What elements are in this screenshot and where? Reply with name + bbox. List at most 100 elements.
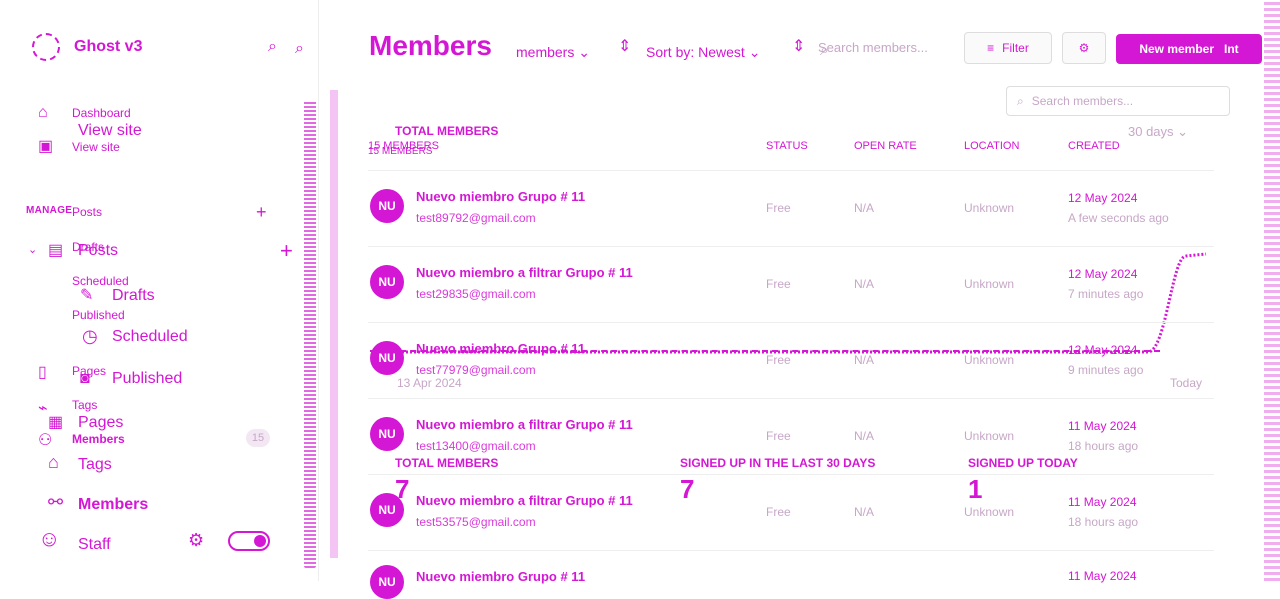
member-created: 11 May 2024 [1068,495,1137,509]
new-member-button[interactable]: New member Int [1116,34,1262,64]
pages-icon: ▯ [38,364,47,381]
dark-mode-toggle[interactable] [228,531,270,551]
sidebar-item-members-small[interactable]: Members [72,432,125,446]
sidebar-item-view-site[interactable]: View site [72,140,120,154]
logo-icon [32,33,60,61]
sidebar-item-published[interactable]: Published [112,370,183,387]
search-icon: ⌕ [820,42,829,59]
member-created-ago: 7 minutes ago [1068,287,1144,301]
gear-icon: ⚙ [1078,41,1090,55]
table-row[interactable]: NU Nuevo miembro Grupo # 11 11 May 2024 [368,550,1214,599]
member-name[interactable]: Nuevo miembro a filtrar Grupo # 11 [416,265,633,280]
chart-x-start-label: 13 Apr 2024 [397,376,462,390]
table-row[interactable]: NU Nuevo miembro a filtrar Grupo # 11 te… [368,474,1214,551]
chart-range-dropdown[interactable]: 30 days ⌄ [1128,124,1188,140]
member-status: Free [766,505,791,519]
pencil-icon: ✎ [80,287,94,304]
sidebar-item-dashboard[interactable]: Dashboard [72,106,131,120]
sidebar-item-members[interactable]: Members [78,496,149,513]
sort-dropdown[interactable]: Sort by: Newest ⌄ [646,44,760,61]
sidebar-item-scheduled-small[interactable]: Scheduled [72,274,129,288]
sidebar-scrollbar[interactable] [304,100,316,568]
sort-stepper-icon[interactable]: ⇕ [792,38,806,55]
sidebar-item-pages[interactable]: Pages [78,414,124,431]
chevron-down-icon: ⌄ [578,44,590,60]
chevron-down-icon: ⌄ [748,44,761,60]
table-row[interactable]: NU Nuevo miembro Grupo # 11 test89792@gm… [368,170,1214,247]
members-icon: ⚯ [48,492,64,512]
stat-total-value: 7 [395,474,410,504]
section-manage: MANAGE [26,205,73,216]
member-status: Free [766,353,791,367]
member-open-rate: N/A [854,505,875,519]
member-status: Free [766,429,791,443]
search-icon[interactable]: ⌕ [295,40,304,57]
content-scrollbar[interactable] [330,90,338,558]
col-open-rate: OPEN RATE [854,140,917,152]
member-name[interactable]: Nuevo miembro Grupo # 11 [416,341,586,356]
table-row[interactable]: NU Nuevo miembro Grupo # 11 test77979@gm… [368,322,1214,399]
member-name[interactable]: Nuevo miembro a filtrar Grupo # 11 [416,493,633,508]
add-post-icon[interactable]: + [256,202,267,222]
sidebar-item-tags[interactable]: Tags [78,456,112,473]
sidebar-item-scheduled[interactable]: Scheduled [112,328,188,345]
chevron-down-icon[interactable]: ⌄ [28,244,38,256]
sidebar-item-pages-small[interactable]: Pages [72,364,107,378]
stat-today-value: 1 [968,474,983,504]
table-row[interactable]: NU Nuevo miembro a filtrar Grupo # 11 te… [368,246,1214,323]
chart-range-label: 30 days [1128,124,1174,139]
member-name[interactable]: Nuevo miembro a filtrar Grupo # 11 [416,417,633,432]
sidebar-item-published-small[interactable]: Published [72,308,125,322]
page-title: Members [369,30,492,61]
member-location: Unknown [964,277,1015,291]
member-email: test77979@gmail.com [416,363,536,377]
member-open-rate: N/A [854,429,875,443]
member-email: test53575@gmail.com [416,515,536,529]
sidebar-item-posts[interactable]: Posts [72,205,103,219]
header-search-input[interactable]: Search members... [818,40,928,55]
chart-title: TOTAL MEMBERS [395,124,499,138]
member-created-ago: 18 hours ago [1068,515,1139,529]
member-email: test89792@gmail.com [416,211,536,225]
member-filter-dropdown[interactable]: members ⌄ [516,44,590,61]
clock-icon: ◷ [82,326,98,346]
col-members: 15 MEMBERS [368,140,439,152]
member-name[interactable]: Nuevo miembro Grupo # 11 [416,189,586,204]
sidebar-item-staff[interactable]: Staff [78,536,111,553]
chevron-down-icon: ⌄ [1177,124,1189,139]
chart-baseline [370,350,1160,352]
chart-x-end-label: Today [1170,376,1203,390]
published-icon: ◙ [80,370,90,387]
external-icon: ▣ [38,138,54,155]
col-status: STATUS [766,140,808,152]
table-header: 15 MEMBERS STATUS OPEN RATE LOCATION CRE… [368,140,1214,160]
sidebar-item-drafts[interactable]: Drafts [112,287,155,304]
member-created-ago: A few seconds ago [1068,211,1169,225]
staff-icon: ☺ [38,526,61,551]
member-created: 11 May 2024 [1068,569,1137,583]
member-location: Unknown [964,201,1015,215]
home-icon: ⌂ [38,104,48,121]
gear-icon[interactable]: ⚙ [188,530,205,550]
member-name[interactable]: Nuevo miembro Grupo # 11 [416,569,586,584]
settings-button[interactable]: ⚙ [1062,32,1106,64]
add-post-icon[interactable]: + [280,238,293,263]
members-search-input[interactable]: ⌕ Search members... [1006,86,1230,116]
member-created-ago: 9 minutes ago [1068,363,1144,377]
search-icon: ⌕ [1017,93,1024,108]
filter-button[interactable]: ≡ Filter [964,32,1052,64]
pages-icon: ▦ [48,414,64,431]
avatar: NU [370,341,404,375]
sidebar-item-drafts-small[interactable]: Drafts [72,240,105,254]
sidebar-item-tags-small[interactable]: Tags [72,398,98,412]
sidebar: Ghost v3 ⌕ ⌕ ⌂ Dashboard ▣ View site Vie… [0,0,338,581]
member-stats: TOTAL MEMBERS 7 SIGNED UP IN THE LAST 30… [395,456,1215,516]
sidebar-item-view-site-label: View site [78,122,142,139]
stat-30days-value: 7 [680,474,695,504]
sort-stepper-icon[interactable]: ⇕ [618,38,632,55]
search-icon[interactable]: ⌕ [268,38,277,55]
avatar: NU [370,417,404,451]
table-row[interactable]: NU Nuevo miembro a filtrar Grupo # 11 te… [368,398,1214,475]
col-created: CREATED [1068,140,1120,152]
filter-icon: ≡ [987,41,995,55]
